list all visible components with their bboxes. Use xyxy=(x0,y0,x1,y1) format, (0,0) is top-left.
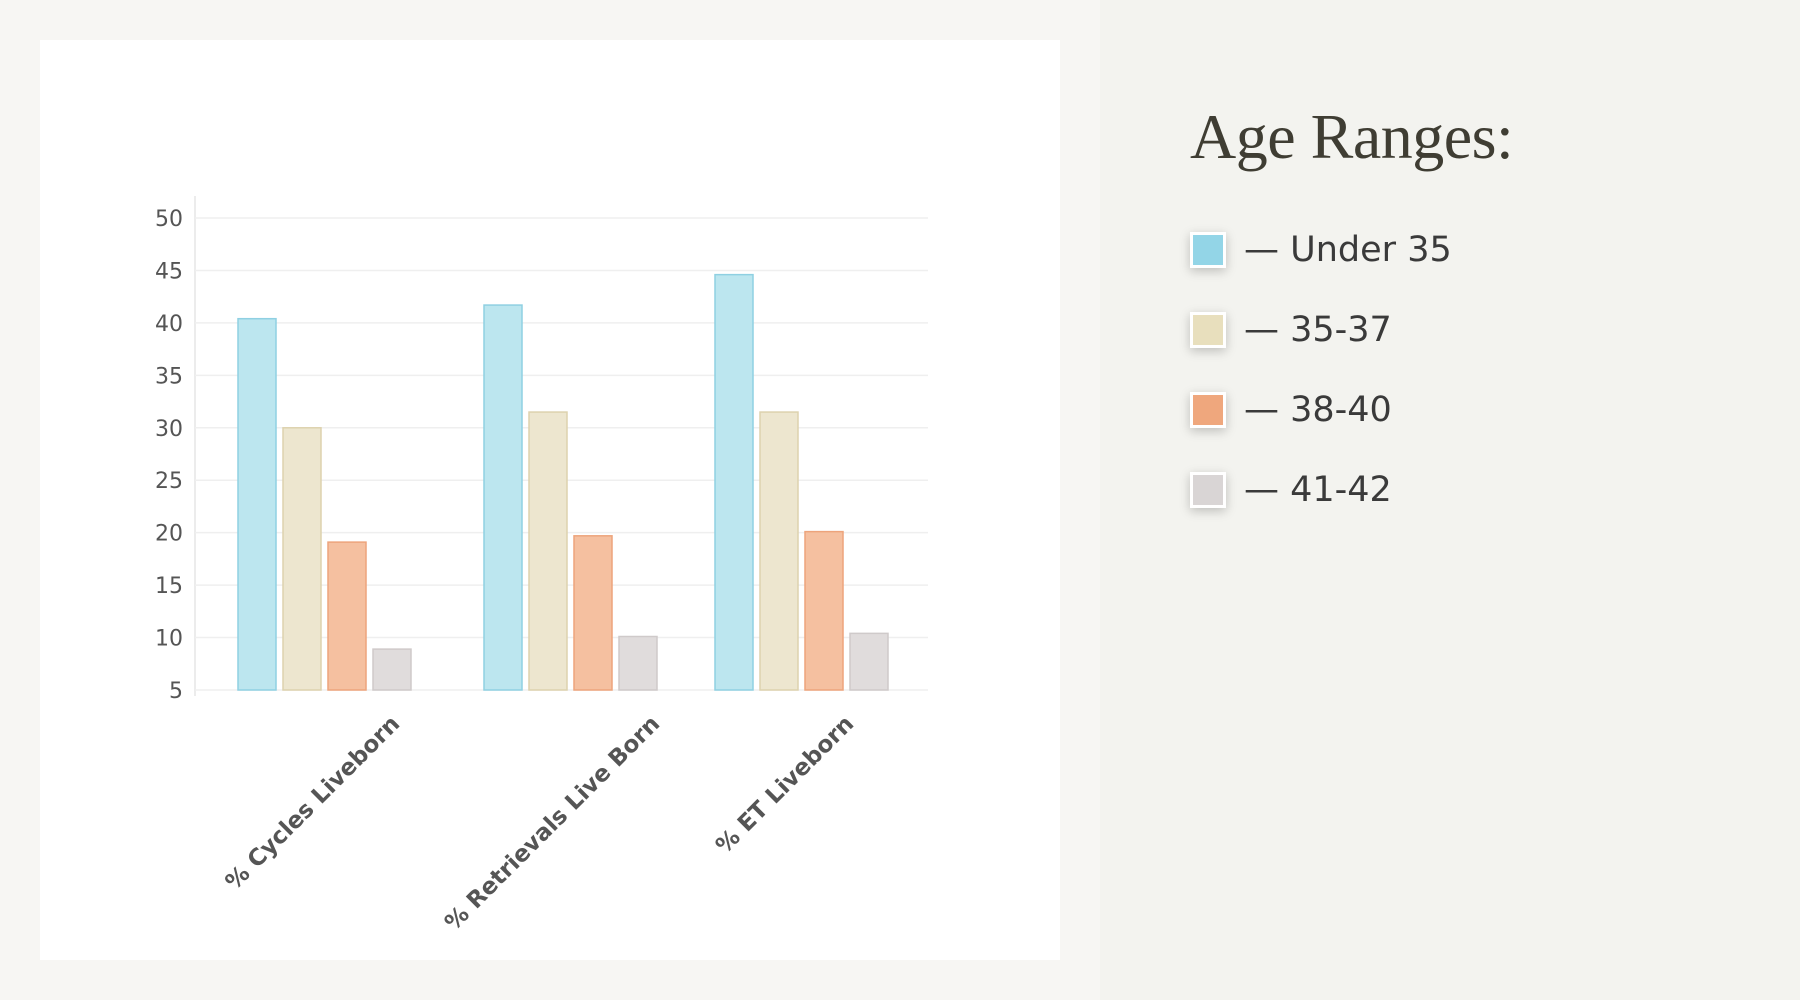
y-tick-label: 15 xyxy=(155,574,183,599)
legend-swatch-38-40 xyxy=(1190,392,1226,428)
bar-41-42-1 xyxy=(372,648,412,691)
y-tick-label: 25 xyxy=(155,469,183,494)
y-tick-label: 50 xyxy=(155,207,183,232)
chart-card: 5 10 15 20 25 30 35 40 45 50 % Cycles Liveborn% Re… xyxy=(40,40,1060,960)
legend-label: — Under 35 xyxy=(1244,230,1452,270)
bar-under-35-3 xyxy=(714,273,754,691)
y-tick-label: 30 xyxy=(155,417,183,442)
bar-35-37-1 xyxy=(282,427,322,691)
legend-swatch-41-42 xyxy=(1190,472,1226,508)
x-category-label: % Retrievals Live Born xyxy=(440,711,665,936)
legend-item-38-40: — 38-40 xyxy=(1190,370,1452,450)
legend: — Under 35 — 35-37 — 38-40 — 41-42 xyxy=(1190,210,1452,530)
y-tick-label: 45 xyxy=(155,259,183,284)
bar-38-40-1 xyxy=(327,541,367,691)
legend-item-under-35: — Under 35 xyxy=(1190,210,1452,290)
legend-swatch-under-35 xyxy=(1190,232,1226,268)
bar-41-42-2 xyxy=(618,635,658,691)
legend-label: — 38-40 xyxy=(1244,390,1392,430)
legend-item-41-42: — 41-42 xyxy=(1190,450,1452,530)
y-tick-label: 40 xyxy=(155,312,183,337)
bar-38-40-2 xyxy=(573,535,613,691)
bar-35-37-3 xyxy=(759,411,799,691)
y-tick-label: 35 xyxy=(155,364,183,389)
legend-label: — 41-42 xyxy=(1244,470,1392,510)
legend-title: Age Ranges: xyxy=(1190,101,1514,172)
legend-item-35-37: — 35-37 xyxy=(1190,290,1452,370)
bar-under-35-1 xyxy=(237,317,277,691)
x-category-label: % ET Liveborn xyxy=(711,711,859,859)
bar-under-35-2 xyxy=(483,304,523,691)
legend-label: — 35-37 xyxy=(1244,310,1392,350)
x-category-label: % Cycles Liveborn xyxy=(221,711,405,895)
bar-chart: 5 10 15 20 25 30 35 40 45 50 % Cycles Liveborn% Re… xyxy=(155,196,928,936)
y-tick-label: 10 xyxy=(155,627,183,652)
bar-38-40-3 xyxy=(804,530,844,691)
bar-41-42-3 xyxy=(849,632,889,691)
y-tick-label: 5 xyxy=(169,679,183,704)
y-tick-label: 20 xyxy=(155,522,183,547)
legend-swatch-35-37 xyxy=(1190,312,1226,348)
bar-35-37-2 xyxy=(528,411,568,691)
